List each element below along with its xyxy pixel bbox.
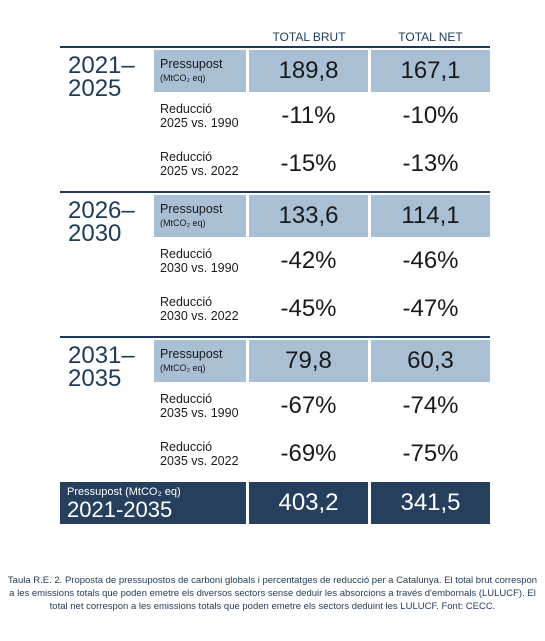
- value-cell: 60,3: [371, 340, 490, 382]
- total-value: 403,2: [249, 482, 368, 524]
- label-line: Pressupost: [160, 347, 223, 361]
- label-line: (MtCO₂ eq): [160, 218, 206, 228]
- label-line: Reducció: [160, 392, 213, 406]
- label-line: 2035 vs. 1990: [160, 406, 239, 420]
- label-line: 2030 vs. 1990: [160, 261, 239, 275]
- value-cell: 79,8: [249, 340, 368, 382]
- value-cell: -67%: [280, 392, 337, 419]
- label-line: Reducció: [160, 247, 213, 261]
- value-cell: -42%: [280, 247, 337, 274]
- row-label: Pressupost (MtCO₂ eq): [154, 195, 246, 237]
- row-label: Reducció 2030 vs. 1990: [154, 237, 246, 285]
- value-cell: -45%: [280, 295, 337, 322]
- period-line: 2025: [68, 75, 122, 102]
- label-line: Reducció: [160, 150, 213, 164]
- value-cell: -11%: [281, 102, 336, 129]
- caption: Taula R.E. 2. Proposta de pressupostos d…: [7, 575, 538, 612]
- value-cell: -74%: [402, 392, 459, 419]
- label-line: 2025 vs. 1990: [160, 116, 239, 130]
- row-label: Reducció 2030 vs. 2022: [154, 285, 246, 333]
- label-line: 2025 vs. 2022: [160, 164, 239, 178]
- column-header: TOTAL BRUT: [272, 30, 346, 44]
- value-cell: -15%: [280, 150, 337, 177]
- value-cell: 189,8: [249, 50, 368, 92]
- total-value: 341,5: [371, 482, 490, 524]
- row-rule: [60, 336, 490, 338]
- row-rule: [60, 46, 490, 48]
- value-cell: -75%: [402, 440, 459, 467]
- period-line: 2035: [68, 365, 122, 392]
- label-line: (MtCO₂ eq): [160, 73, 206, 83]
- row-label: Reducció 2035 vs. 1990: [154, 382, 246, 430]
- column-header: TOTAL NET: [398, 30, 463, 44]
- value-cell: -13%: [402, 150, 459, 177]
- row-label: Reducció 2035 vs. 2022: [154, 430, 246, 478]
- label-line: Reducció: [160, 102, 213, 116]
- value-cell: -46%: [402, 247, 459, 274]
- period: 2026– 2030: [60, 197, 154, 247]
- period: 2031– 2035: [60, 342, 154, 392]
- label-line: Reducció: [160, 440, 213, 454]
- period: 2021– 2025: [60, 52, 154, 102]
- total-label: Pressupost (MtCO₂ eq): [67, 486, 181, 498]
- total-label-cell: Pressupost (MtCO₂ eq) 2021-2035: [60, 482, 246, 524]
- value-cell: -69%: [280, 440, 337, 467]
- row-label: Pressupost (MtCO₂ eq): [154, 50, 246, 92]
- period-line: 2030: [68, 220, 122, 247]
- value-cell: 133,6: [249, 195, 368, 237]
- label-line: Pressupost: [160, 57, 223, 71]
- value-cell: -10%: [402, 102, 459, 129]
- period-line: 2031–: [68, 342, 135, 369]
- value-cell: 114,1: [371, 195, 490, 237]
- value-cell: 167,1: [371, 50, 490, 92]
- label-line: (MtCO₂ eq): [160, 363, 206, 373]
- label-line: Pressupost: [160, 202, 223, 216]
- row-label: Reducció 2025 vs. 1990: [154, 92, 246, 140]
- total-period: 2021-2035: [67, 497, 173, 522]
- row-rule: [60, 191, 490, 193]
- period-line: 2021–: [68, 52, 135, 79]
- label-line: Reducció: [160, 295, 213, 309]
- label-line: 2030 vs. 2022: [160, 309, 239, 323]
- value-cell: -47%: [402, 295, 459, 322]
- period-line: 2026–: [68, 197, 135, 224]
- row-label: Reducció 2025 vs. 2022: [154, 140, 246, 188]
- label-line: 2035 vs. 2022: [160, 454, 239, 468]
- row-label: Pressupost (MtCO₂ eq): [154, 340, 246, 382]
